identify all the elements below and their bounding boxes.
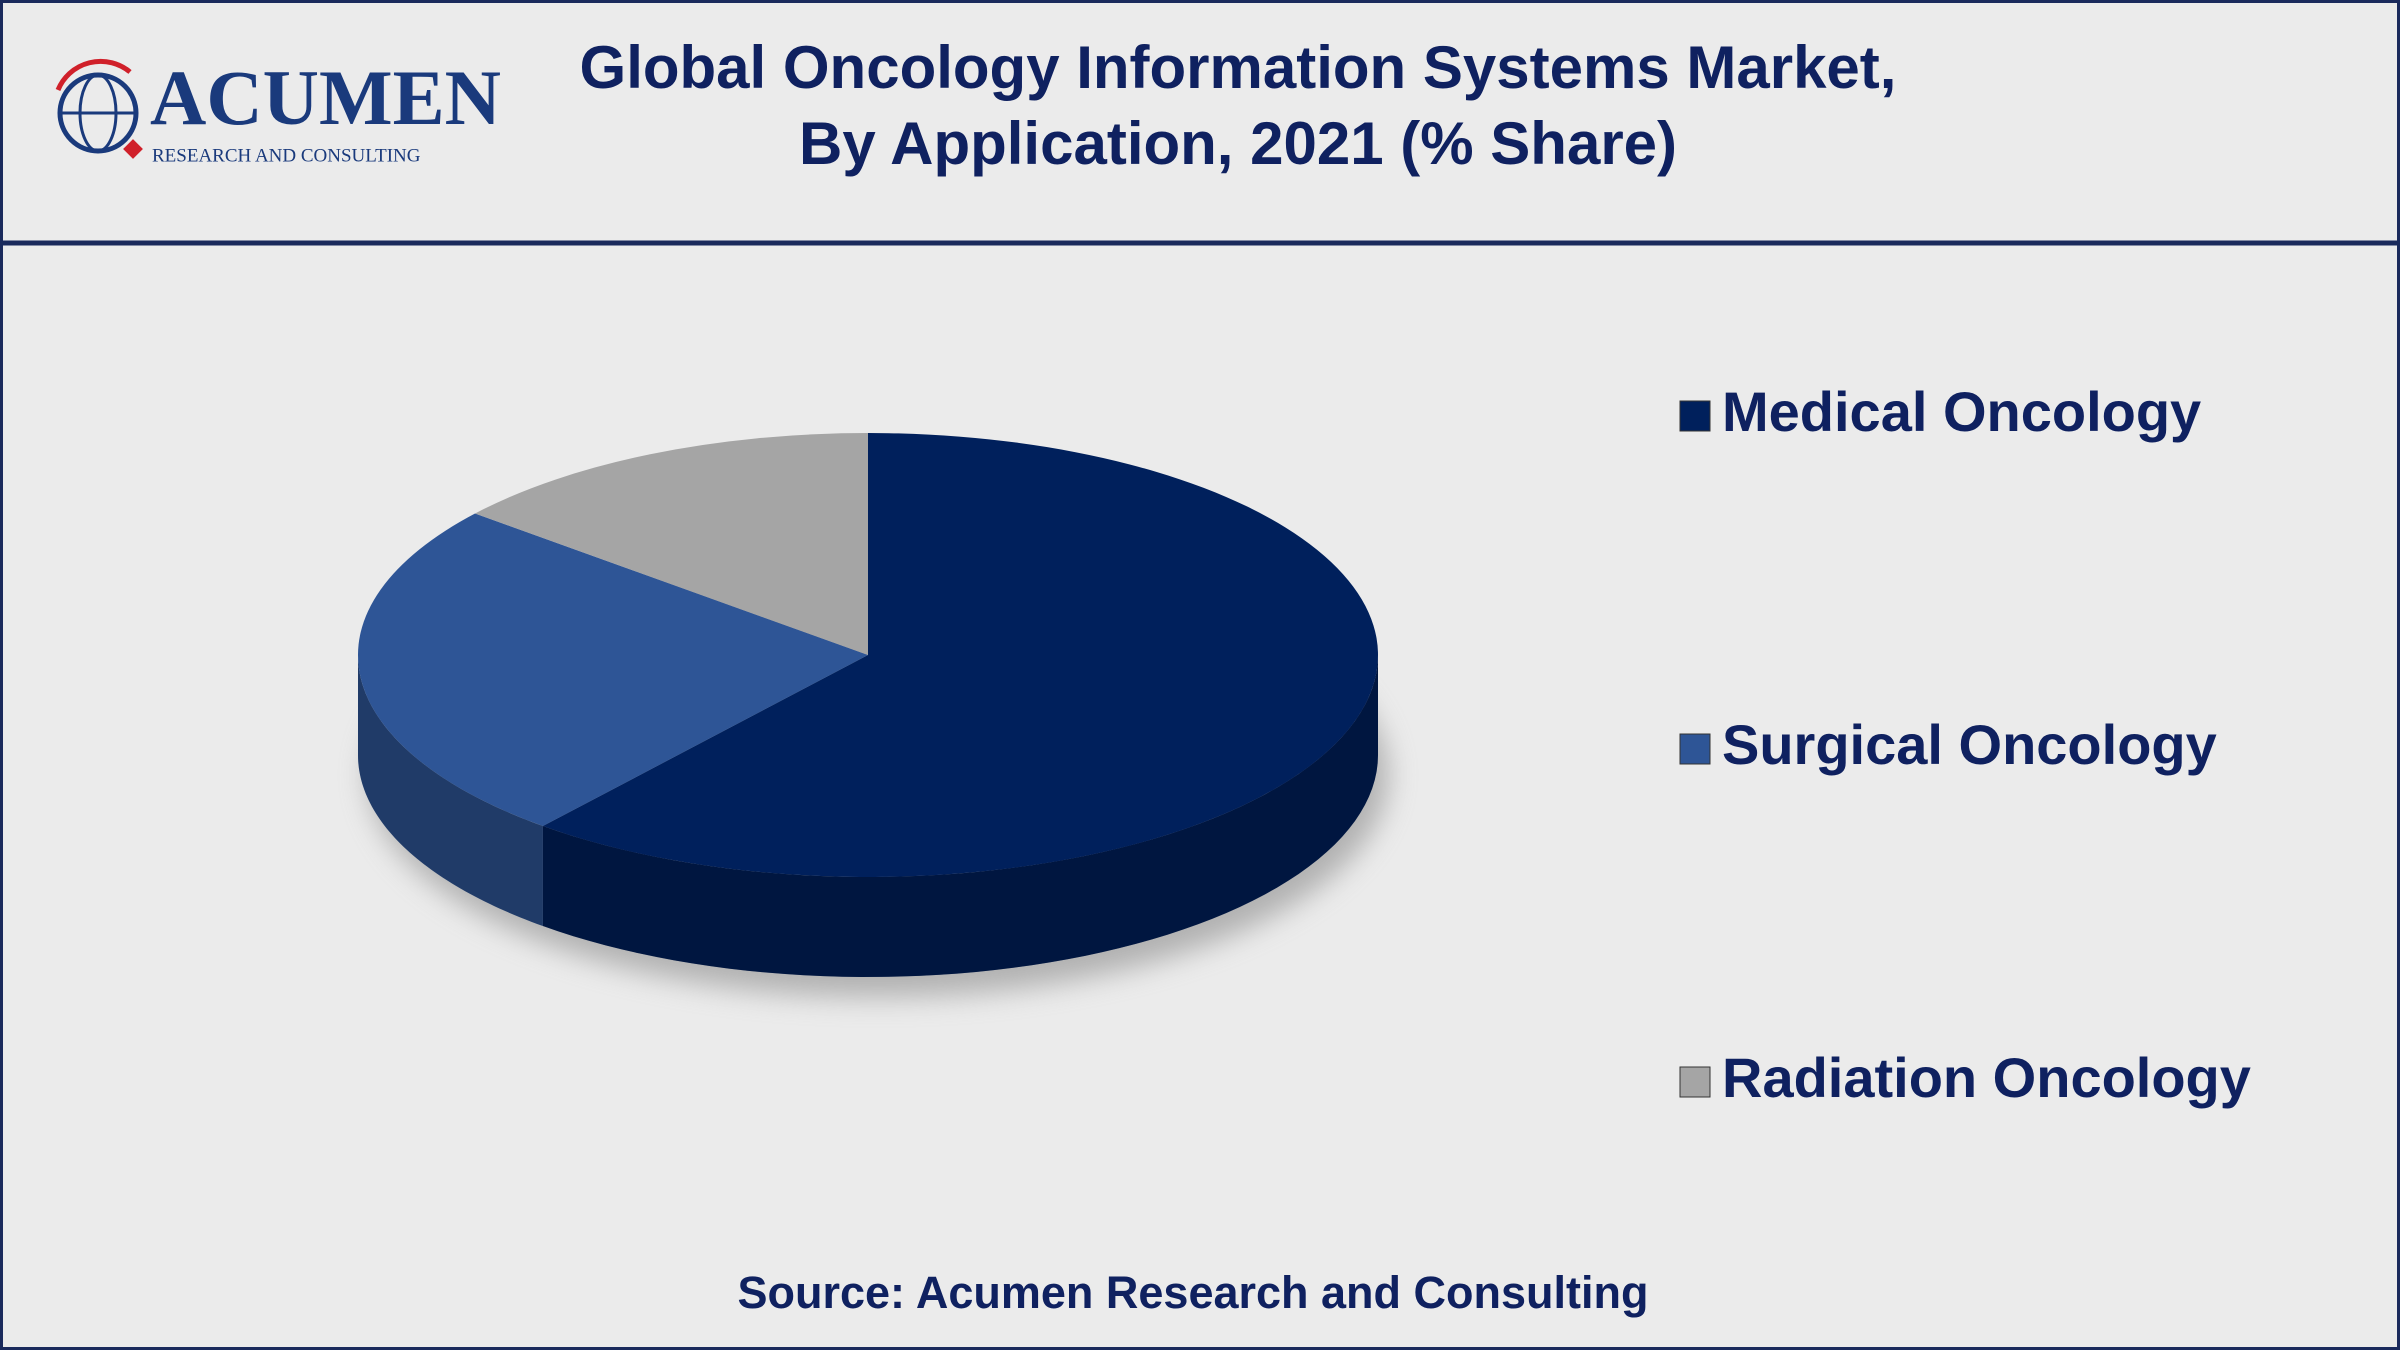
pie-slice bbox=[357, 513, 868, 827]
legend-label: Medical Oncology bbox=[1722, 380, 2201, 443]
legend-label: Surgical Oncology bbox=[1722, 713, 2217, 776]
source-note: Source: Acumen Research and Consulting bbox=[737, 1267, 1648, 1318]
pie-slice-side-shade bbox=[542, 655, 1378, 977]
pie-slice-side bbox=[358, 655, 543, 927]
chart-title: By Application, 2021 (% Share) bbox=[799, 110, 1677, 177]
logo: ACUMEN RESEARCH AND CONSULTING bbox=[55, 54, 501, 166]
pie-slice-side bbox=[542, 655, 1378, 977]
logo-name: ACUMEN bbox=[150, 54, 501, 141]
logo-tagline: RESEARCH AND CONSULTING bbox=[152, 145, 421, 166]
logo-arc bbox=[55, 58, 132, 92]
legend-swatch bbox=[1679, 400, 1711, 432]
legend-swatch bbox=[1679, 1066, 1711, 1098]
plot-area: Medical Oncology Surgical Oncology Radiati… bbox=[357, 380, 2251, 1109]
pie-slice-side-shade bbox=[358, 655, 543, 927]
legend-swatch bbox=[1679, 733, 1711, 765]
chart-title: Global Oncology Information Systems Mark… bbox=[580, 34, 1897, 101]
legend-label: Radiation Oncology bbox=[1722, 1046, 2251, 1109]
pie-slice bbox=[475, 433, 868, 655]
pie-slice bbox=[542, 433, 1378, 878]
